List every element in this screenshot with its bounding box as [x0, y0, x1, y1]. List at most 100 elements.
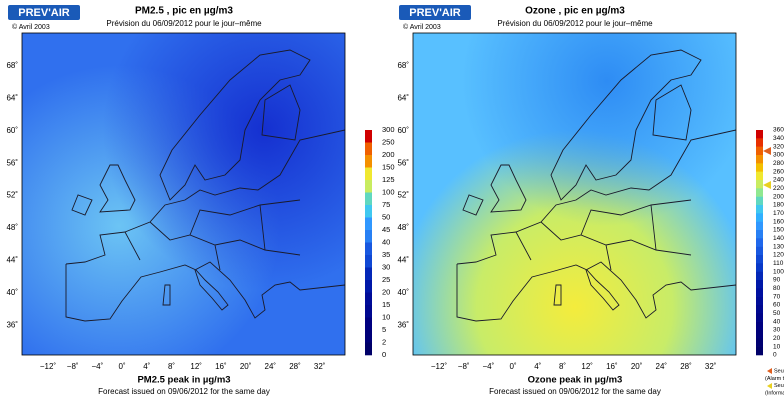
info-arrow [763, 181, 771, 189]
caption: PM2.5 peak in µg/m3 [137, 375, 230, 386]
colorbar-label: 75 [382, 200, 390, 209]
colorbar-label: 280 [773, 160, 784, 167]
colorbar-label: 0 [773, 352, 777, 359]
lon-label: −4˚ [483, 362, 495, 371]
colorbar-segment [365, 130, 372, 143]
lon-label: 8˚ [168, 362, 175, 371]
colorbar-label: 130 [773, 243, 784, 250]
caption: Ozone peak in µg/m3 [528, 375, 623, 386]
colorbar-label: 60 [773, 302, 781, 309]
colorbar-label: 100 [773, 268, 784, 275]
colorbar-label: 5 [382, 325, 386, 334]
lon-label: 16˚ [215, 362, 227, 371]
colorbar-segment [365, 305, 372, 318]
legend-text: (Information threshold) [765, 390, 784, 396]
colorbar-segment [756, 221, 763, 231]
lon-label: 12˚ [190, 362, 202, 371]
colorbar-label: 240 [773, 177, 784, 184]
colorbar-label: 40 [382, 237, 390, 246]
lat-label: 36˚ [397, 320, 409, 329]
colorbar-segment [756, 230, 763, 239]
colorbar-label: 360 [773, 127, 784, 134]
lon-label: 20˚ [631, 362, 643, 371]
copyright: © Avril 2003 [403, 23, 441, 31]
lat-label: 60˚ [397, 126, 409, 135]
pm25-panel: PREV'AIR © Avril 2003 PM2.5 , pic en µg/m3… [6, 5, 395, 396]
colorbar-label: 10 [382, 312, 390, 321]
lat-label: 56˚ [6, 158, 18, 167]
colorbar-label: 220 [773, 185, 784, 192]
lat-label: 68˚ [397, 61, 409, 70]
colorbar-label: 2 [382, 337, 386, 346]
colorbar-label: 250 [382, 137, 395, 146]
colorbar-label: 110 [773, 260, 784, 267]
colorbar-segment [756, 338, 763, 347]
lat-label: 52˚ [6, 191, 18, 200]
lon-label: 28˚ [289, 362, 301, 371]
colorbar-segment [365, 205, 372, 218]
lon-label: 24˚ [656, 362, 668, 371]
colorbar-label: 50 [382, 212, 390, 221]
logo: PREV'AIR [18, 7, 70, 19]
lat-label: 60˚ [6, 126, 18, 135]
lon-label: 24˚ [265, 362, 277, 371]
alarm-arrow [763, 147, 771, 155]
colorbar-segment [756, 246, 763, 256]
colorbar-segment [756, 213, 763, 222]
colorbar-segment [365, 242, 372, 256]
caption-2: Forecast issued on 09/06/2012 for the sa… [489, 387, 661, 396]
colorbar-label: 10 [773, 343, 781, 350]
colorbar-segment [365, 167, 372, 181]
colorbar-segment [365, 217, 372, 231]
colorbar-segment [756, 163, 763, 172]
colorbar-label: 45 [382, 225, 390, 234]
lon-label: 16˚ [606, 362, 618, 371]
colorbar-segment [756, 305, 763, 314]
colorbar-label: 300 [773, 152, 784, 159]
lat-label: 36˚ [6, 320, 18, 329]
colorbar-label: 300 [382, 125, 395, 134]
lon-label: 4˚ [534, 362, 541, 371]
lon-label: 32˚ [314, 362, 326, 371]
colorbar-label: 20 [773, 335, 781, 342]
colorbar-label: 160 [773, 218, 784, 225]
colorbar-label: 35 [382, 250, 390, 259]
lon-label: 0˚ [510, 362, 517, 371]
info-arrow [767, 383, 772, 389]
colorbar-segment [365, 280, 372, 293]
colorbar-label: 30 [382, 262, 390, 271]
lat-label: 64˚ [397, 94, 409, 103]
colorbar-segment [756, 146, 763, 156]
logo-box [399, 5, 471, 20]
colorbar-segment [365, 180, 372, 193]
lat-label: 48˚ [397, 223, 409, 232]
colorbar-label: 200 [382, 150, 395, 159]
colorbar-segment [365, 255, 372, 268]
colorbar-segment [756, 321, 763, 331]
lon-label: −12˚ [40, 362, 57, 371]
lat-label: 56˚ [397, 158, 409, 167]
colorbar-label: 90 [773, 277, 781, 284]
lat-label: 68˚ [6, 61, 18, 70]
colorbar-segment [756, 288, 763, 297]
lat-label: 52˚ [397, 191, 409, 200]
colorbar-label: 140 [773, 235, 784, 242]
lat-label: 64˚ [6, 94, 18, 103]
colorbar-segment [365, 330, 372, 343]
lat-label: 44˚ [6, 256, 18, 265]
colorbar-label: 170 [773, 210, 784, 217]
legend-text: Seuil d'alerte [774, 368, 784, 374]
lon-label: −8˚ [67, 362, 79, 371]
colorbar-label: 120 [773, 252, 784, 259]
lon-label: 12˚ [581, 362, 593, 371]
lat-label: 44˚ [397, 256, 409, 265]
lat-label: 40˚ [6, 288, 18, 297]
colorbar-segment [365, 292, 372, 306]
subtitle: Prévision du 06/09/2012 pour le jour–mêm… [497, 19, 653, 28]
colorbar-segment [756, 130, 763, 139]
caption-2: Forecast issued on 09/06/2012 for the sa… [98, 387, 270, 396]
legend-text: Seuil d'information [774, 383, 784, 389]
colorbar-label: 80 [773, 285, 781, 292]
subtitle: Prévision du 06/09/2012 pour le jour–mêm… [106, 19, 262, 28]
